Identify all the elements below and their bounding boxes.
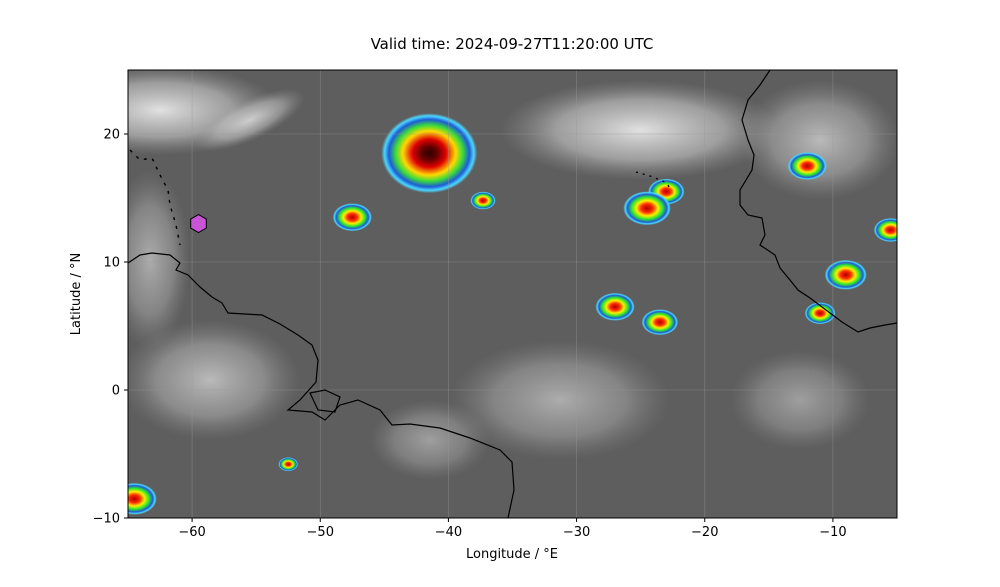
convection-cell xyxy=(623,191,671,226)
cloud-field xyxy=(740,80,897,200)
cloud-field xyxy=(370,400,490,480)
y-axis-label: Latitude / °N xyxy=(69,253,84,335)
x-tick-label: −40 xyxy=(435,525,462,540)
y-axis-ticks: −10 0 10 20 xyxy=(93,128,128,527)
x-axis-ticks: −60 −50 −40 −30 −20 −10 xyxy=(178,518,847,540)
tropical-storm xyxy=(381,113,478,194)
convection-cell xyxy=(787,152,827,180)
cloud-field xyxy=(128,320,300,440)
x-tick-label: −20 xyxy=(691,525,718,540)
coastline-cape-verde xyxy=(635,171,673,191)
y-tick-label: 20 xyxy=(103,128,120,143)
x-tick-label: −30 xyxy=(563,525,590,540)
plot-area xyxy=(127,69,898,519)
convection-cell xyxy=(804,302,836,325)
cloud-field xyxy=(450,340,670,460)
convection-cell xyxy=(595,292,635,321)
convection-cell xyxy=(278,457,299,472)
chart-title: Valid time: 2024-09-27T11:20:00 UTC xyxy=(371,35,654,53)
convection-cells xyxy=(128,152,897,515)
x-tick-label: −50 xyxy=(307,525,334,540)
cloud-field xyxy=(194,88,306,152)
x-tick-label: −60 xyxy=(178,525,205,540)
convection-cell xyxy=(470,191,496,210)
coastline-south-america xyxy=(128,252,515,518)
x-axis-label: Longitude / °E xyxy=(466,547,558,562)
coastline-africa xyxy=(739,70,897,333)
storm-system xyxy=(381,113,478,194)
y-tick-label: −10 xyxy=(93,512,120,527)
convection-cell xyxy=(641,309,679,336)
cloud-field xyxy=(500,80,780,180)
coastline-marajo xyxy=(309,389,341,413)
x-tick-label: −10 xyxy=(819,525,846,540)
convection-cell xyxy=(873,218,897,242)
convection-cell xyxy=(332,203,372,232)
cloud-layer xyxy=(128,70,897,515)
y-tick-label: 0 xyxy=(112,384,120,399)
plot-frame xyxy=(127,69,898,519)
convection-cell xyxy=(824,259,867,290)
coastlines xyxy=(128,70,897,518)
convection-cell xyxy=(128,482,157,515)
cloud-field xyxy=(730,350,870,450)
y-tick-label: 10 xyxy=(103,256,120,271)
hexagon-marker-icon xyxy=(190,214,207,234)
cloud-field xyxy=(128,170,190,350)
